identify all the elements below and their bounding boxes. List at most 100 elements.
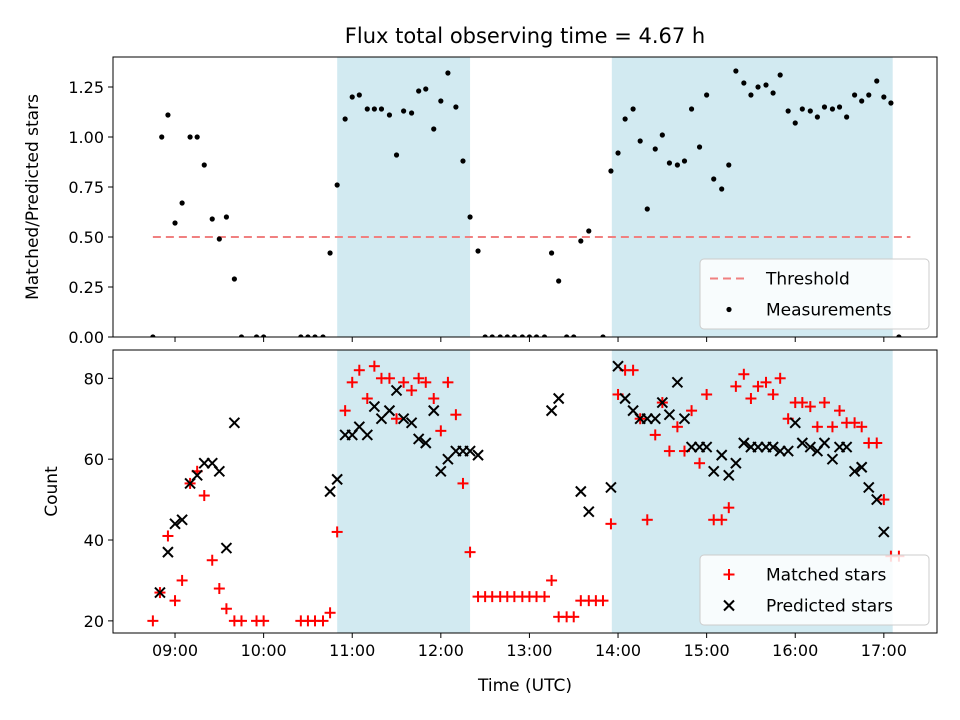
measurement-point (445, 70, 451, 76)
measurement-point (644, 206, 650, 212)
measurement-point (327, 250, 333, 256)
matched-stars-point (663, 445, 675, 457)
measurement-point (378, 106, 385, 112)
predicted-stars-point (871, 493, 883, 506)
matched-stars-point (450, 409, 462, 421)
y-tick-label: 0.50 (68, 228, 104, 247)
measurement-point (253, 334, 260, 337)
marker-stroke (804, 441, 817, 453)
measurement-point (231, 276, 237, 282)
matched-stars-point (162, 530, 174, 542)
measurement-point (497, 334, 503, 337)
x-tick-label: 11:00 (329, 641, 375, 660)
predicted-stars-point (878, 526, 890, 538)
measurement-point (453, 104, 459, 110)
predicted-stars-point (767, 441, 779, 453)
predicted-stars-point (678, 413, 691, 425)
predicted-stars-point (671, 376, 684, 389)
marker-stroke (162, 546, 174, 558)
marker-stroke (575, 485, 587, 498)
marker-stroke (723, 469, 735, 482)
predicted-stars-point (368, 400, 381, 413)
x-tick-label: 16:00 (772, 641, 818, 660)
matched-stars-point (428, 393, 440, 405)
predicted-stars-point (605, 481, 617, 494)
marker-stroke (671, 376, 684, 389)
matched-stars-point (745, 393, 757, 405)
marker-stroke (818, 437, 831, 449)
matched-stars-point (811, 421, 823, 433)
matched-stars-point (213, 583, 225, 595)
matched-stars-point (538, 591, 550, 603)
predicted-stars-point (863, 481, 875, 494)
matched-stars-point (258, 615, 270, 627)
predicted-stars-point (855, 461, 868, 473)
measurement-point (179, 200, 185, 206)
matched-stars-point (605, 518, 617, 530)
marker-stroke (176, 514, 188, 526)
measurement-point (526, 334, 533, 337)
plot-area (150, 68, 911, 337)
marker-stroke (545, 404, 558, 417)
marker-stroke (730, 457, 742, 469)
marker-stroke (420, 437, 432, 449)
predicted-stars-point (324, 485, 336, 498)
measurement-point (209, 216, 215, 222)
marker-stroke (700, 441, 713, 453)
matched-stars-point (818, 397, 830, 409)
predicted-stars-point (412, 433, 425, 445)
matched-stars-point (671, 421, 683, 433)
measurement-point (896, 334, 902, 337)
predicted-stars-point (464, 445, 476, 457)
measurement-point (852, 92, 858, 98)
y-tick-label: 20 (84, 612, 104, 631)
y-tick-label: 60 (84, 450, 104, 469)
matched-stars-point (774, 372, 786, 384)
measurement-point (371, 106, 377, 112)
axes-frame (112, 349, 938, 634)
measurement-point (674, 162, 680, 168)
measurement-point (431, 126, 437, 132)
legend-label: Matched stars (766, 566, 886, 586)
matched-stars-point (871, 437, 883, 449)
matched-stars-point (331, 526, 343, 538)
measurement-point (785, 108, 791, 114)
measurement-point (666, 160, 673, 166)
measurement-point (438, 98, 444, 104)
legend: Matched stars Predicted stars (699, 554, 930, 626)
measurement-point (659, 132, 665, 138)
y-tick-label: 80 (84, 369, 104, 388)
matched-stars-point (383, 372, 395, 384)
marker-stroke (583, 506, 595, 518)
matched-stars-point (738, 368, 750, 380)
predicted-stars-point (176, 514, 188, 526)
predicted-stars-point (552, 392, 565, 405)
measurement-point (652, 146, 658, 152)
measurement-point (305, 334, 311, 337)
matched-stars-point (368, 360, 380, 372)
matched-stars-point (686, 405, 698, 417)
measurement-point (622, 116, 628, 122)
measurement-point (298, 334, 304, 337)
matched-stars-point (804, 401, 816, 413)
measurement-point (637, 138, 643, 144)
predicted-stars-point (390, 384, 403, 397)
matched-stars-point (339, 405, 351, 417)
x-tick-label: 15:00 (684, 641, 730, 660)
marker-stroke (826, 453, 839, 465)
measurement-point (615, 150, 621, 156)
predicted-stars-point (619, 392, 631, 405)
measurement-point (571, 334, 577, 337)
x-tick-label: 09:00 (152, 641, 198, 660)
top-panel: 0.00 0.25 0.50 0.75 1.00 1.25 Matched/Predicte… (23, 56, 938, 347)
predicted-stars-point (789, 417, 801, 429)
measurement-point (312, 334, 318, 337)
matched-stars-point (353, 364, 365, 376)
x-tick-label: 10:00 (241, 641, 287, 660)
measurement-point (401, 108, 407, 114)
measurement-point (748, 92, 754, 98)
chart-title: Flux total observing time = 4.67 h (345, 24, 705, 48)
marker-stroke (206, 457, 218, 469)
predicted-stars-point (420, 437, 432, 449)
marker-stroke (619, 392, 631, 405)
